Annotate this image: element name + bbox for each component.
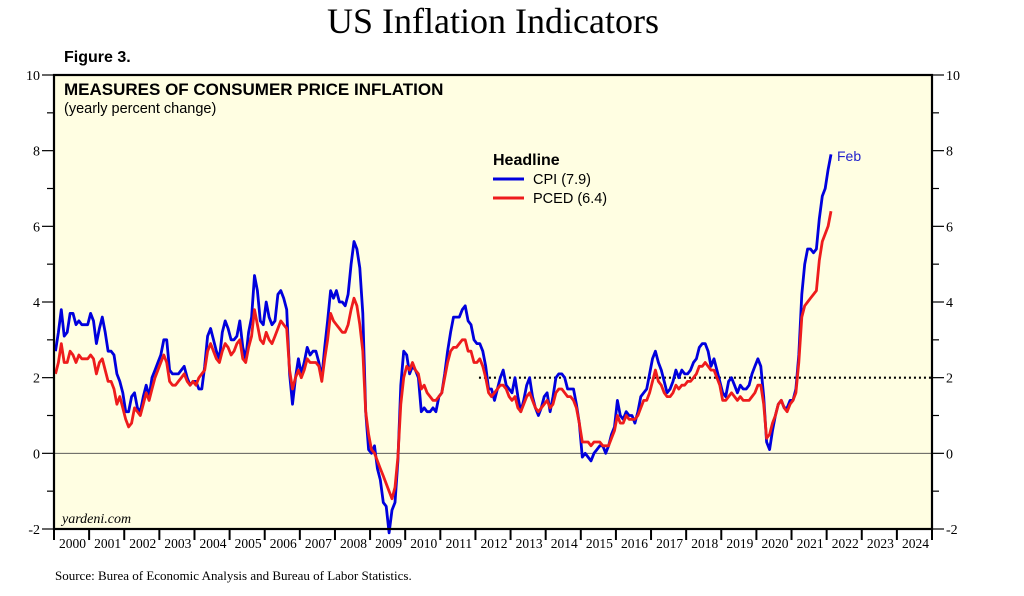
y-tick-label-right: 10 <box>946 69 960 84</box>
panel-subtitle: (yearly percent change) <box>64 101 216 117</box>
y-tick-label-left: 2 <box>33 372 40 387</box>
y-tick-label-right: 2 <box>946 372 953 387</box>
x-tick-label: 2011 <box>446 536 473 551</box>
x-tick-label: 2021 <box>797 536 824 551</box>
x-tick-label: 2016 <box>621 536 648 551</box>
y-tick-label-left: 0 <box>33 447 40 462</box>
x-tick-label: 2000 <box>59 536 86 551</box>
x-tick-label: 2013 <box>516 536 543 551</box>
figure-label: Figure 3. <box>64 49 131 66</box>
x-axis: 2000 2001 2002 2003 2004 2005 2006 2007 2008 2009… <box>53 529 933 551</box>
series-lines <box>54 154 833 535</box>
x-tick-label: 2003 <box>164 536 191 551</box>
y-tick-label-left: 10 <box>26 69 40 84</box>
x-tick-label: 2015 <box>586 536 613 551</box>
series-line-pced <box>54 210 833 501</box>
x-tick-label: 2002 <box>129 536 156 551</box>
y-tick-label-right: 0 <box>946 447 953 462</box>
y-tick-label-left: 6 <box>33 220 40 235</box>
x-tick-label: 2005 <box>235 536 262 551</box>
x-tick-label: 2001 <box>94 536 121 551</box>
y-tick-label-right: 8 <box>946 145 953 160</box>
x-tick-label: 2018 <box>691 536 718 551</box>
y-tick-label-right: 4 <box>946 296 953 311</box>
x-tick-label: 2024 <box>902 536 929 551</box>
chart-title: US Inflation Indicators <box>327 1 659 41</box>
x-tick-label: 2007 <box>305 536 332 551</box>
x-tick-label: 2019 <box>726 536 753 551</box>
legend: Headline CPI (7.9) PCED (6.4) <box>493 152 607 207</box>
source-note: Source: Burea of Economic Analysis and B… <box>55 568 412 583</box>
x-tick-label: 2012 <box>481 536 508 551</box>
y-tick-label-right: -2 <box>946 523 958 538</box>
y-axis-left: -2 0 2 4 6 8 10 <box>26 69 54 538</box>
y-axis-right: -2 0 2 4 6 8 10 <box>932 69 960 538</box>
panel-title: MEASURES OF CONSUMER PRICE INFLATION <box>64 80 443 99</box>
annotation-feb: Feb <box>837 148 861 164</box>
x-tick-label: 2022 <box>832 536 859 551</box>
y-tick-label-right: 6 <box>946 220 953 235</box>
x-tick-label: 2008 <box>340 536 367 551</box>
y-tick-label-left: -2 <box>28 523 40 538</box>
legend-heading: Headline <box>493 152 560 169</box>
legend-label-cpi: CPI (7.9) <box>533 172 591 188</box>
x-tick-label: 2004 <box>200 536 227 551</box>
x-tick-label: 2014 <box>551 536 578 551</box>
x-tick-label: 2010 <box>410 536 437 551</box>
x-tick-label: 2023 <box>867 536 894 551</box>
watermark: yardeni.com <box>60 512 131 527</box>
legend-label-pced: PCED (6.4) <box>533 191 607 207</box>
x-tick-label: 2006 <box>270 536 297 551</box>
x-tick-label: 2009 <box>375 536 402 551</box>
reference-lines <box>54 376 932 454</box>
x-tick-label: 2020 <box>761 536 788 551</box>
x-tick-label: 2017 <box>656 536 683 551</box>
y-tick-label-left: 8 <box>33 145 40 160</box>
y-tick-label-left: 4 <box>33 296 40 311</box>
